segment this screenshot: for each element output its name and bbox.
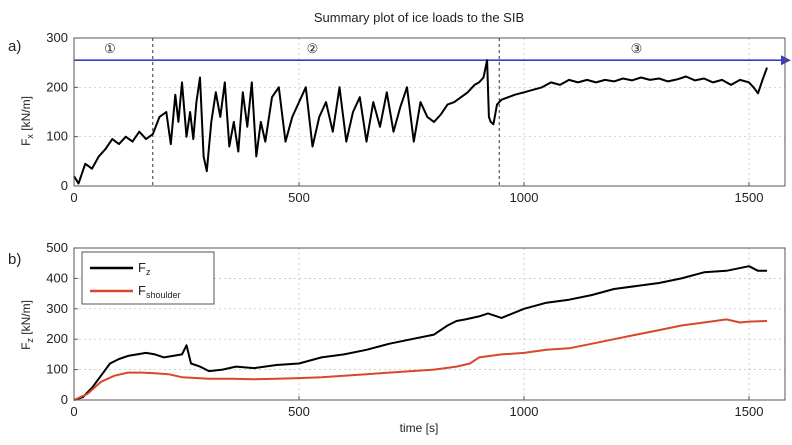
panel-a-ylabel-main: F: [19, 139, 33, 146]
y-tick-label: 300: [46, 301, 68, 316]
y-tick-label: 300: [46, 30, 68, 45]
legend: Fz Fshoulder: [81, 251, 215, 305]
panel-b-ylabel-main: F: [19, 343, 33, 350]
y-tick-label: 100: [46, 362, 68, 377]
legend-entry-fz-sub: z: [146, 267, 151, 277]
panel-b: b) 0 500 1000 1500 0 100 200 300 400 500 Fz [kN/m…: [8, 240, 786, 435]
panel-a-grid: [74, 38, 785, 186]
y-tick-label: 200: [46, 331, 68, 346]
x-tick-label: 500: [288, 404, 310, 419]
y-tick-label: 0: [61, 392, 68, 407]
panel-a-series: [73, 59, 768, 185]
panel-b-frame: [73, 247, 786, 401]
panel-a: a) ① ② ③ 0 500 1000 1500 0 100 200 300 Fx [kN/m]: [8, 30, 791, 205]
panel-b-xlabel: time [s]: [400, 421, 439, 435]
y-tick-label: 400: [46, 270, 68, 285]
legend-box: [81, 251, 215, 305]
panel-b-label: b): [8, 251, 21, 268]
y-tick-label: 500: [46, 240, 68, 255]
panel-a-label: a): [8, 38, 21, 55]
panel-a-ylabel-sub: x: [25, 134, 35, 139]
x-tick-label: 1000: [510, 404, 539, 419]
x-tick-label: 500: [288, 190, 310, 205]
x-tick-label: 0: [70, 190, 77, 205]
y-tick-label: 200: [46, 79, 68, 94]
series-line-shoulder: [73, 318, 768, 401]
phase-label: ①: [104, 41, 116, 56]
legend-entry-fz-main: F: [138, 260, 146, 275]
legend-entry-fshoulder: Fshoulder: [138, 283, 180, 300]
legend-entry-fshoulder-main: F: [138, 283, 146, 298]
x-tick-label: 1500: [735, 404, 764, 419]
panel-a-ticks: 0 500 1000 1500 0 100 200 300: [46, 30, 763, 205]
legend-entry-fshoulder-sub: shoulder: [146, 290, 181, 300]
panel-a-frame: [73, 37, 786, 187]
panel-a-annotations: ① ② ③: [74, 38, 791, 186]
y-tick-label: 100: [46, 129, 68, 144]
legend-entry-fz: Fz: [138, 260, 151, 277]
x-tick-label: 1000: [510, 190, 539, 205]
figure-title: Summary plot of ice loads to the SIB: [314, 10, 524, 25]
x-tick-label: 1500: [735, 190, 764, 205]
panel-b-series: [73, 265, 768, 401]
reference-arrow-head: [781, 55, 791, 66]
x-tick-label: 0: [70, 404, 77, 419]
panel-a-ylabel: Fx [kN/m]: [19, 96, 35, 146]
series-line-z: [73, 265, 767, 401]
panel-b-ylabel: Fz [kN/m]: [19, 300, 35, 350]
panel-b-ylabel-unit: [kN/m]: [19, 300, 33, 338]
series-line-0: [73, 59, 768, 185]
panel-a-ylabel-unit: [kN/m]: [19, 96, 33, 134]
y-tick-label: 0: [61, 178, 68, 193]
panel-b-ticks: 0 500 1000 1500 0 100 200 300 400 500: [46, 240, 763, 419]
phase-label: ②: [307, 41, 319, 56]
panel-b-ylabel-sub: z: [25, 338, 35, 343]
phase-label: ③: [631, 41, 643, 56]
